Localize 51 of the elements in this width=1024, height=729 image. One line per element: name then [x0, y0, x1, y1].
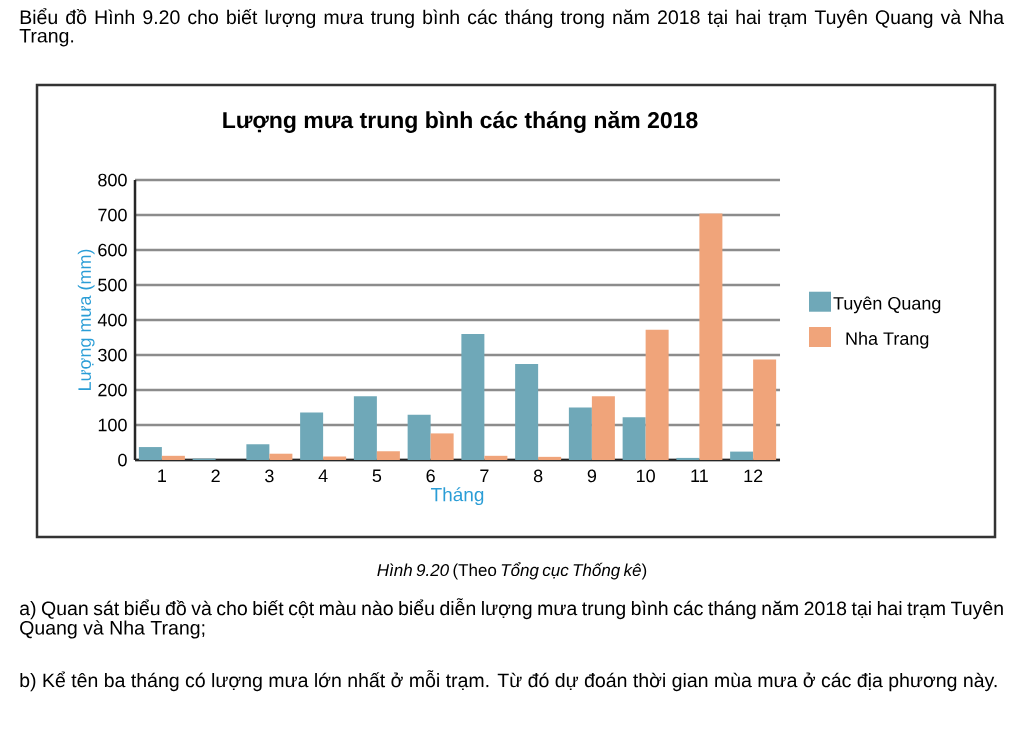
text: Hình 9.20 (Theo Tổng cục Thống kê) — [377, 562, 647, 580]
text: b) Kể tên ba tháng có lượng mưa lớn nhất ở mỗi trạm. Từ đó dự đoán thời gian mùa mưa ở các địa phương này. — [20, 670, 997, 692]
bar — [353, 396, 377, 461]
bar — [138, 447, 162, 461]
y-tick-label: 800 — [98, 173, 127, 187]
x-axis-title: Tháng — [430, 487, 484, 506]
x-tick-label: 9 — [587, 469, 597, 483]
bar — [645, 329, 669, 461]
bar — [622, 417, 646, 461]
bar — [376, 451, 400, 461]
bar — [730, 451, 754, 461]
chart-title: Lượng mưa trung bình các tháng năm 2018 — [223, 111, 698, 133]
bar — [591, 396, 615, 461]
y-tick-label: 0 — [118, 453, 127, 467]
x-tick-label: 7 — [480, 469, 489, 482]
bar — [430, 433, 454, 461]
legend-label: Nha Trang — [846, 331, 929, 349]
y-tick-label: 200 — [98, 383, 127, 397]
bar — [699, 213, 723, 461]
y-tick-label: 100 — [98, 418, 127, 432]
bar — [407, 414, 431, 461]
y-tick-label: 600 — [98, 243, 127, 257]
x-tick-label: 1 — [158, 469, 166, 482]
bar — [269, 453, 293, 461]
x-tick-label: 2 — [211, 469, 220, 483]
y-axis-title: Lượng mưa (mm) — [77, 249, 95, 390]
x-tick-label: 6 — [426, 469, 435, 483]
bar — [246, 444, 270, 461]
x-tick-label: 5 — [372, 469, 382, 483]
y-tick-label: 700 — [98, 208, 127, 222]
bar — [161, 455, 185, 461]
bar — [484, 455, 508, 461]
text: a) Quan sát biểu đồ và cho biết cột màu nào biểu diễn lượng mưa trung bình các tháng năm 2018 tại hai trạm Tuyên Quang và Nha Trang; — [20, 598, 1003, 639]
y-tick-label: 500 — [98, 278, 127, 292]
y-tick-label: 300 — [98, 348, 127, 362]
legend-label: Tuyên Quang — [833, 296, 941, 314]
text: Biểu đồ Hình 9.20 cho biết lượng mưa trung bình các tháng trong năm 2018 tại hai trạm Tuyên Quang và Nha Trang. — [19, 8, 1005, 47]
bar — [538, 456, 562, 461]
bar — [300, 412, 324, 461]
bar — [676, 457, 700, 461]
x-tick-label: 11 — [691, 469, 708, 482]
x-tick-label: 4 — [318, 469, 328, 482]
bar — [461, 334, 485, 461]
x-tick-label: 12 — [744, 469, 763, 483]
x-tick-label: 10 — [636, 469, 655, 483]
bar — [515, 364, 539, 461]
y-tick-label: 400 — [97, 313, 127, 327]
x-tick-label: 3 — [265, 469, 274, 483]
bar — [568, 407, 592, 461]
bar — [753, 359, 777, 461]
x-tick-label: 8 — [533, 469, 543, 483]
